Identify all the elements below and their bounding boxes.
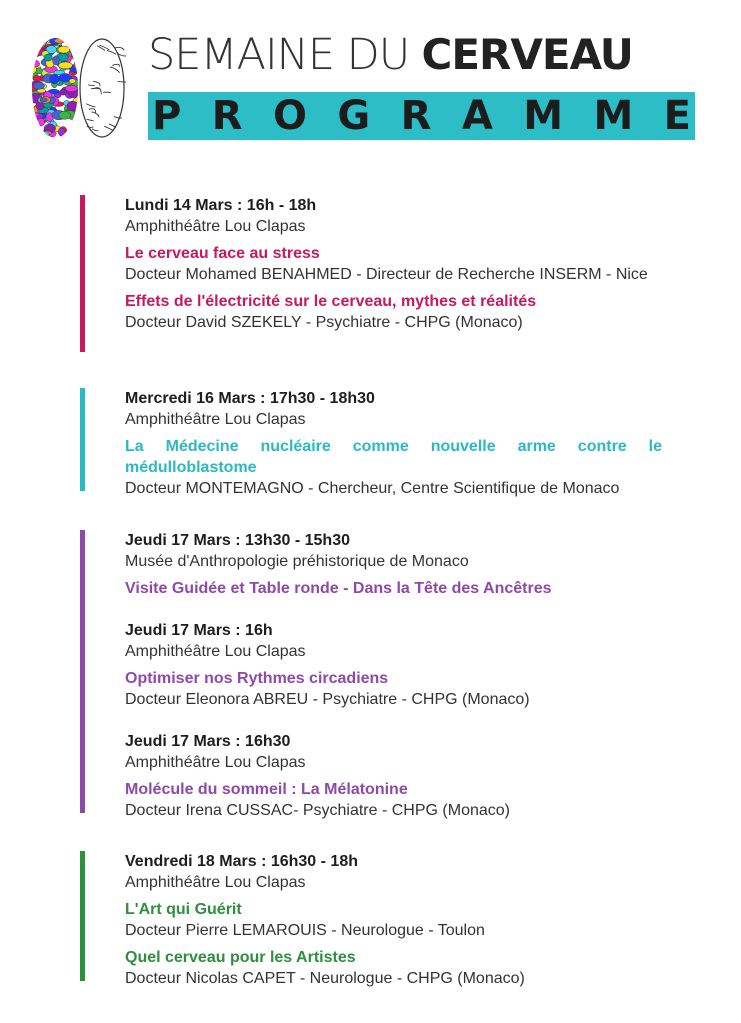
talk-title: Optimiser nos Rythmes circadiens	[125, 670, 389, 687]
section-color-bar	[80, 851, 85, 981]
event-venue: Amphithéâtre Lou Clapas	[125, 643, 306, 660]
brain-right-hemisphere	[79, 38, 125, 138]
section-content: Mercredi 16 Mars : 17h30 - 18h30 Amphithé…	[125, 388, 662, 499]
banner-letter: A	[461, 93, 493, 139]
event-venue: Amphithéâtre Lou Clapas	[125, 411, 306, 428]
banner-letter: G	[337, 93, 371, 139]
event-date-time: Jeudi 17 Mars : 13h30 - 15h30	[125, 532, 350, 549]
banner-letter: M	[523, 93, 564, 139]
day-section: Vendredi 18 Mars : 16h30 - 18h Amphithéât…	[80, 851, 670, 987]
talk-speaker: Docteur MONTEMAGNO - Chercheur, Centre S…	[125, 480, 620, 497]
section-color-bar	[80, 388, 85, 491]
event-date-time: Mercredi 16 Mars : 17h30 - 18h30	[125, 390, 375, 407]
banner-letter: O	[272, 93, 307, 139]
talk-speaker: Docteur Eleonora ABREU - Psychiatre - CH…	[125, 691, 530, 708]
event-date-time: Jeudi 17 Mars : 16h	[125, 622, 273, 639]
day-section: Jeudi 17 Mars : 13h30 - 15h30 Musée d'Ant…	[80, 530, 670, 819]
event-date-time: Lundi 14 Mars : 16h - 18h	[125, 197, 317, 214]
brain-left-hemisphere	[32, 38, 78, 138]
event: Vendredi 18 Mars : 16h30 - 18h Amphithéât…	[125, 851, 662, 989]
title-bold: CERVEAU	[421, 30, 634, 79]
section-content: Jeudi 17 Mars : 13h30 - 15h30 Musée d'Ant…	[125, 530, 662, 821]
event: Mercredi 16 Mars : 17h30 - 18h30 Amphithé…	[125, 388, 662, 499]
talk-title: Le cerveau face au stress	[125, 245, 320, 262]
brain-logo-icon	[32, 38, 126, 138]
banner-letter: E	[663, 93, 691, 139]
day-section: Lundi 14 Mars : 16h - 18h Amphithéâtre Lo…	[80, 195, 670, 352]
title-light: SEMAINE DU	[148, 30, 410, 80]
event-venue: Amphithéâtre Lou Clapas	[125, 874, 306, 891]
day-section: Mercredi 16 Mars : 17h30 - 18h30 Amphithé…	[80, 388, 670, 497]
section-content: Vendredi 18 Mars : 16h30 - 18h Amphithéât…	[125, 851, 662, 989]
talk-speaker: Docteur David SZEKELY - Psychiatre - CHP…	[125, 314, 523, 331]
event-venue: Amphithéâtre Lou Clapas	[125, 218, 306, 235]
section-color-bar	[80, 530, 85, 813]
talk-speaker: Docteur Pierre LEMAROUIS - Neurologue - …	[125, 922, 485, 939]
talk-title: Quel cerveau pour les Artistes	[125, 949, 356, 966]
event-date-time: Vendredi 18 Mars : 16h30 - 18h	[125, 853, 358, 870]
talk-speaker: Docteur Nicolas CAPET - Neurologue - CHP…	[125, 970, 525, 987]
banner-letter: P	[152, 93, 182, 139]
event-venue: Amphithéâtre Lou Clapas	[125, 754, 306, 771]
banner-letter: R	[400, 93, 432, 139]
banner-letter: R	[211, 93, 243, 139]
talk-speaker: Docteur Mohamed BENAHMED - Directeur de …	[125, 266, 648, 283]
talk-title: Visite Guidée et Table ronde - Dans la T…	[125, 580, 552, 597]
talk-title: L'Art qui Guérit	[125, 901, 242, 918]
banner-letter: M	[593, 93, 634, 139]
event: Jeudi 17 Mars : 16h30 Amphithéâtre Lou Cl…	[125, 731, 662, 821]
event-venue: Musée d'Anthropologie préhistorique de M…	[125, 553, 469, 570]
section-color-bar	[80, 195, 85, 352]
event: Jeudi 17 Mars : 16h Amphithéâtre Lou Clap…	[125, 620, 662, 710]
talk-speaker: Docteur Irena CUSSAC- Psychiatre - CHPG …	[125, 802, 510, 819]
event: Lundi 14 Mars : 16h - 18h Amphithéâtre Lo…	[125, 195, 662, 333]
talk-title: La Médecine nucléaire comme nouvelle arm…	[125, 438, 662, 476]
talk-title: Molécule du sommeil : La Mélatonine	[125, 781, 408, 798]
event: Jeudi 17 Mars : 13h30 - 15h30 Musée d'Ant…	[125, 530, 662, 599]
event-date-time: Jeudi 17 Mars : 16h30	[125, 733, 291, 750]
page-title: SEMAINE DU CERVEAU	[148, 26, 634, 80]
talk-title: Effets de l'électricité sur le cerveau, …	[125, 293, 537, 310]
section-content: Lundi 14 Mars : 16h - 18h Amphithéâtre Lo…	[125, 195, 662, 333]
